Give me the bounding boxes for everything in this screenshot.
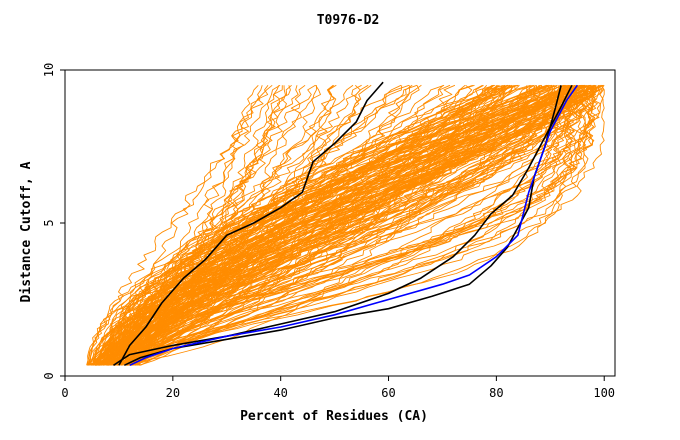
model-curve (139, 84, 494, 366)
model-curve (132, 85, 263, 366)
y-tick-label: 10 (42, 63, 56, 77)
model-curve (94, 84, 511, 366)
model-curve (128, 84, 520, 366)
x-tick-label: 0 (61, 386, 68, 400)
model-curve (111, 84, 495, 366)
model-curve (103, 85, 578, 366)
model-curve (89, 84, 410, 366)
model-curve (97, 85, 588, 366)
model-curve (140, 85, 595, 366)
model-curve (86, 84, 573, 366)
model-curve (136, 84, 316, 366)
model-curve (139, 84, 466, 366)
model-curve (138, 84, 601, 366)
model-curve (109, 85, 504, 366)
model-curve (105, 84, 565, 366)
x-tick-label: 40 (273, 386, 287, 400)
model-curve (128, 85, 596, 366)
x-axis: 0 20 40 60 80 100 (61, 376, 615, 400)
x-tick-label: 100 (593, 386, 615, 400)
y-tick-label: 0 (42, 372, 56, 379)
model-curve (133, 85, 600, 366)
model-curve (122, 84, 587, 366)
model-curve (116, 85, 565, 366)
y-axis: 0 5 10 (42, 63, 65, 380)
y-tick-label: 5 (42, 219, 56, 226)
model-curve (86, 85, 269, 366)
model-curve (98, 84, 549, 366)
series-line (113, 84, 573, 366)
model-curve (133, 85, 286, 366)
model-curve (124, 85, 283, 366)
model-curve (109, 85, 317, 366)
model-curve (97, 84, 335, 366)
model-curve (128, 84, 549, 366)
x-axis-label: Percent of Residues (CA) (240, 409, 428, 424)
model-curve (133, 85, 566, 366)
model-curve (114, 85, 566, 366)
model-curve (129, 84, 574, 366)
x-tick-label: 60 (381, 386, 395, 400)
model-curve (130, 85, 516, 366)
model-curve (114, 85, 586, 366)
model-curve (109, 85, 576, 366)
series-line (118, 81, 384, 366)
y-axis-label: Distance Cutoff, A (19, 161, 34, 302)
chart-title: T0976-D2 (317, 13, 380, 28)
x-tick-label: 20 (166, 386, 180, 400)
model-curve (107, 84, 362, 366)
x-tick-label: 80 (489, 386, 503, 400)
series-line (129, 84, 578, 367)
model-curve (109, 85, 550, 366)
model-curve (98, 85, 577, 366)
model-curve (92, 85, 605, 366)
model-curve (129, 85, 537, 366)
